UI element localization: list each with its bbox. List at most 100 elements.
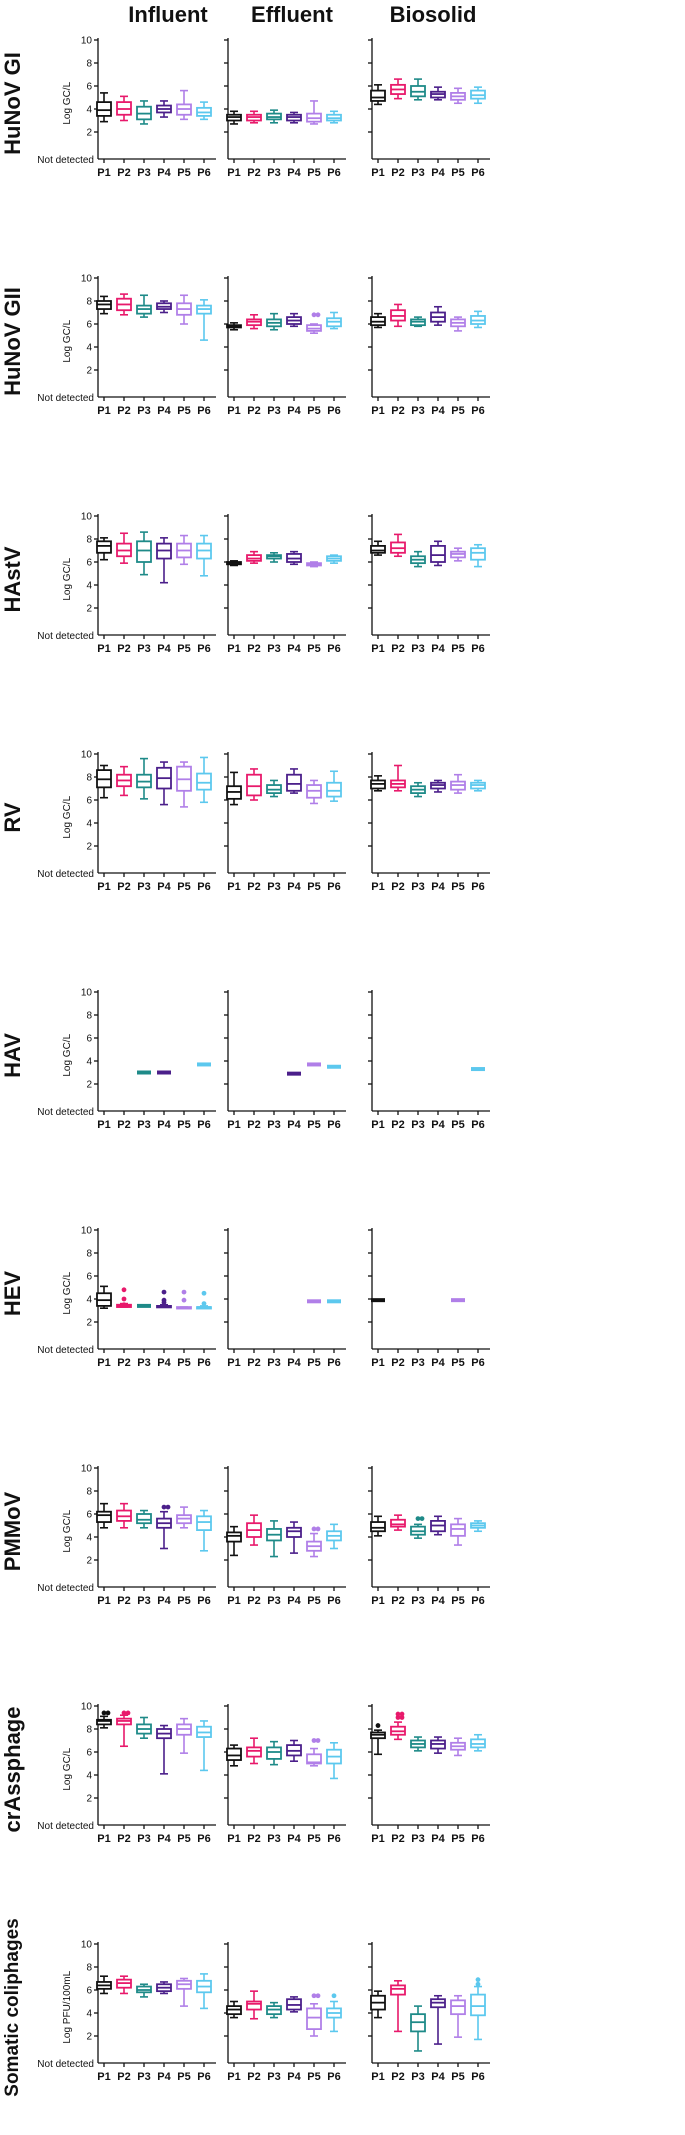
box-p5 (306, 1993, 322, 2037)
box-p1 (370, 1990, 386, 2019)
y-tick-label: 2 (86, 1318, 92, 1329)
x-tick-label: P6 (471, 1357, 484, 1369)
x-tick-label: P6 (197, 1119, 210, 1131)
outlier-point (315, 1526, 321, 1532)
x-tick-label: P5 (451, 1595, 464, 1607)
box-p6 (470, 1520, 486, 1533)
x-tick-label: P1 (97, 167, 110, 179)
x-tick-label: P4 (287, 881, 301, 893)
box-p3 (266, 1520, 282, 1558)
box-iqr (226, 1747, 242, 1761)
box-single-value (157, 1070, 171, 1075)
outlier-point (311, 312, 317, 318)
x-tick-label: P3 (137, 643, 150, 655)
row-title: PMMoV (0, 1491, 25, 1571)
x-tick-label: P3 (267, 643, 280, 655)
y-axis-label: Log PFU/100mL (62, 1970, 73, 2043)
box-p4 (430, 1994, 446, 2045)
y-tick-label: 2 (86, 2032, 92, 2043)
box-p4 (156, 1504, 172, 1550)
box-p5 (450, 1994, 466, 2038)
y-tick-label: 4 (86, 1771, 92, 1782)
x-tick-label: P6 (471, 2071, 484, 2083)
y-tick-label: 2 (86, 1794, 92, 1805)
x-tick-label: P2 (391, 1357, 404, 1369)
box-p5 (176, 294, 192, 325)
box-p6 (470, 1977, 486, 2041)
box-p3 (410, 1736, 426, 1752)
box-iqr (326, 781, 342, 798)
x-tick-label: P1 (371, 405, 384, 417)
outlier-point (121, 1296, 127, 1302)
box-p4 (430, 1515, 446, 1536)
box-p4 (156, 761, 172, 806)
y-axis-label: Log GC/L (62, 319, 73, 362)
x-tick-label: P2 (391, 2071, 404, 2083)
box-p3 (266, 779, 282, 798)
x-tick-label: P6 (471, 643, 484, 655)
y-tick-label: 2 (86, 842, 92, 853)
box-p6 (326, 110, 342, 124)
outlier-point (121, 1302, 127, 1308)
box-p5 (306, 1738, 322, 1767)
y-tick-label: 2 (86, 366, 92, 377)
x-tick-label: P3 (267, 167, 280, 179)
x-tick-label: P5 (451, 1357, 464, 1369)
y-tick-label: 6 (86, 1510, 92, 1521)
box-p5 (176, 1977, 192, 2007)
y-tick-label: 2 (86, 604, 92, 615)
panel-biosolid: P1 P2 P3 P4 P5 P6 (368, 1942, 490, 2083)
outlier-point (201, 1290, 207, 1296)
x-tick-label: P4 (431, 881, 445, 893)
box-p5 (176, 1717, 192, 1754)
y-tick-label: 8 (86, 59, 92, 70)
box-iqr (266, 1746, 282, 1760)
x-tick-label: P1 (371, 643, 384, 655)
y-tick-label: 6 (86, 320, 92, 331)
box-p6 (327, 1299, 341, 1304)
box-iqr (246, 773, 262, 797)
x-tick-label: P5 (177, 881, 190, 893)
box-p3 (136, 757, 152, 800)
y-tick-label: 10 (81, 1702, 93, 1713)
x-tick-label: P2 (117, 167, 130, 179)
x-tick-label: P2 (247, 2071, 260, 2083)
box-p6 (470, 86, 486, 105)
y-tick-label: 4 (86, 2009, 92, 2020)
x-tick-label: P1 (97, 1357, 110, 1369)
x-tick-label: P4 (431, 1595, 445, 1607)
box-p2 (116, 95, 132, 122)
x-tick-label: P3 (411, 167, 424, 179)
box-p1 (371, 1298, 385, 1303)
panel-effluent: P1 P2 P3 P4 P5 P6 (224, 1704, 346, 1845)
x-tick-label: P1 (227, 1357, 240, 1369)
box-iqr (306, 2007, 322, 2031)
y-tick-label: 6 (86, 796, 92, 807)
not-detected-label: Not detected (37, 393, 94, 404)
box-p4 (286, 111, 302, 124)
box-iqr (370, 1521, 386, 1533)
x-tick-label: P5 (451, 2071, 464, 2083)
x-tick-label: P6 (471, 1833, 484, 1845)
box-single-value (287, 1071, 301, 1076)
x-tick-label: P4 (287, 2071, 301, 2083)
box-p3 (136, 531, 152, 576)
y-tick-label: 4 (86, 581, 92, 592)
box-p5 (176, 1506, 192, 1529)
box-p2 (390, 303, 406, 328)
box-p2 (390, 1514, 406, 1531)
box-p1 (96, 1710, 112, 1729)
x-tick-label: P1 (227, 643, 240, 655)
y-tick-label: 10 (81, 1226, 93, 1237)
x-tick-label: P5 (177, 1119, 190, 1131)
not-detected-label: Not detected (37, 1345, 94, 1356)
x-tick-label: P4 (287, 1595, 301, 1607)
box-p3 (266, 2001, 282, 2019)
